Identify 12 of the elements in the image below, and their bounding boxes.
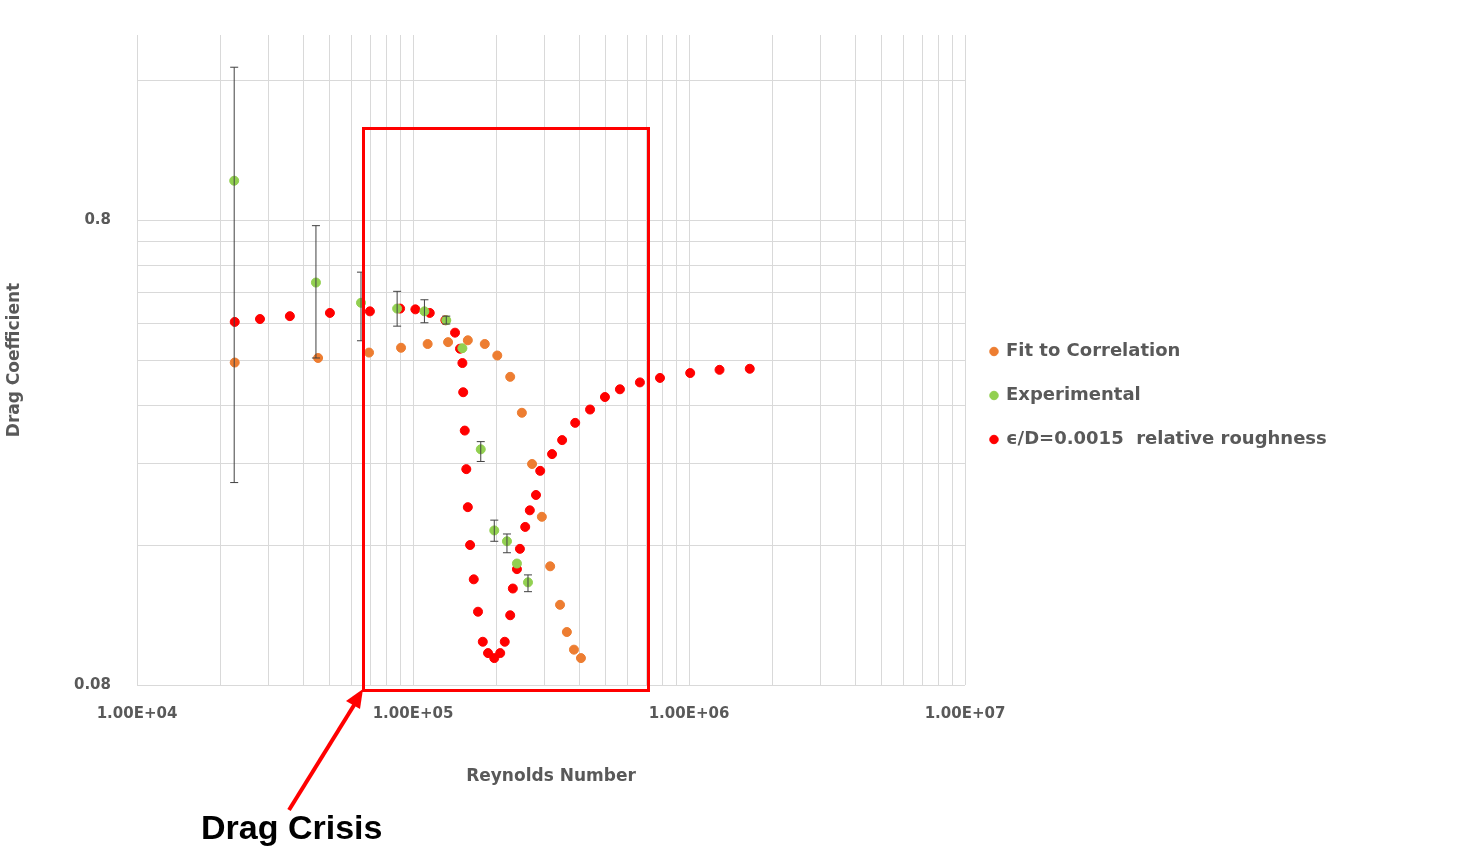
- x-tick-label: 1.00E+05: [372, 703, 454, 722]
- x-tick-label: 1.00E+07: [924, 703, 1006, 722]
- legend-label: ϵ/D=0.0015 relative roughness: [1006, 427, 1327, 449]
- legend-label: Experimental: [1006, 383, 1141, 405]
- legend-label: Fit to Correlation: [1006, 339, 1181, 361]
- x-axis-title: Reynolds Number: [466, 765, 637, 786]
- y-tick-label: 0.8: [84, 209, 111, 228]
- x-tick-label: 1.00E+04: [96, 703, 178, 722]
- y-axis-title: Drag Coefficient: [2, 282, 23, 438]
- text: Drag Crisis: [201, 808, 383, 847]
- y-tick-label: 0.08: [73, 674, 111, 693]
- x-tick-label: 1.00E+06: [648, 703, 730, 722]
